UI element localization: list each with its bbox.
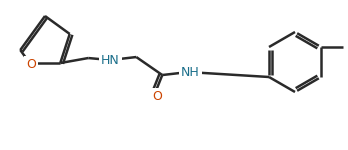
Text: O: O: [152, 90, 162, 103]
Text: HN: HN: [101, 54, 120, 67]
Text: O: O: [26, 58, 35, 70]
Text: NH: NH: [181, 66, 200, 79]
